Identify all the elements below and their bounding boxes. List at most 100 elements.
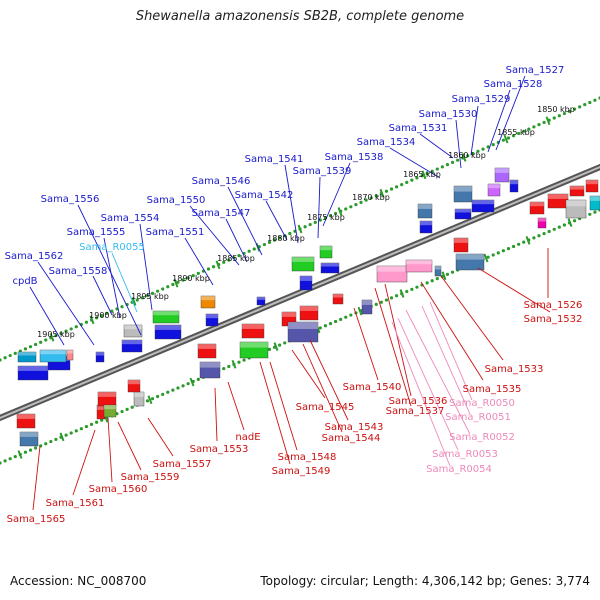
tick-dot (374, 194, 378, 198)
leader-line (322, 162, 351, 227)
tick-dot (176, 280, 180, 284)
gene-feature (565, 199, 587, 219)
tick-dot (267, 240, 272, 244)
reverse-rna-label: Sama_R0052 (449, 432, 515, 443)
tick-dot (405, 289, 409, 294)
tick-dot (547, 229, 551, 234)
tick-dot (486, 255, 490, 259)
leader-line (32, 445, 41, 511)
tick-dot (74, 429, 78, 433)
major-tick (131, 297, 137, 306)
tick-dot (333, 211, 338, 216)
forward-gene-label: Sama_1542 (235, 190, 294, 201)
leader-line (284, 164, 299, 244)
tick-dot (344, 207, 348, 211)
tick-dot (23, 347, 28, 351)
leader-line (470, 105, 479, 156)
tick-dot (262, 242, 267, 247)
tick-dot (593, 210, 597, 214)
tick-dot (476, 149, 480, 153)
leader-line (291, 349, 326, 399)
tick-dot (8, 457, 12, 461)
tick-dot (379, 300, 383, 304)
tick-dot (471, 151, 475, 156)
gene-feature (453, 185, 473, 203)
tick-dot (552, 227, 556, 231)
reverse-gene-label: Sama_1544 (322, 433, 381, 444)
major-tick (89, 315, 95, 325)
tick-rows (0, 96, 600, 465)
tick-dot (517, 242, 521, 246)
tick-dot (532, 236, 536, 240)
tick-dot (181, 384, 185, 388)
major-tick (441, 271, 447, 281)
gene-feature (239, 341, 269, 359)
tick-dot (69, 327, 73, 331)
tick-dot (247, 249, 251, 253)
gene-feature (454, 208, 472, 220)
major-tick (503, 134, 509, 144)
leader-line (92, 275, 113, 316)
tick-dot (318, 326, 322, 330)
leader-line (147, 417, 174, 457)
gene-feature (405, 259, 433, 273)
tick-dot (100, 418, 104, 422)
forward-gene-label: Sama_1554 (101, 213, 160, 224)
leader-line (139, 223, 153, 311)
forward-gene-label: Sama_1538 (325, 152, 384, 163)
tick-dot (562, 223, 567, 227)
leader-line (117, 421, 142, 471)
tick-dot (59, 331, 63, 335)
tick-dot (28, 345, 33, 349)
reverse-gene-label: Sama_1548 (278, 452, 337, 463)
major-tick (379, 188, 385, 198)
leader-line (37, 261, 95, 346)
tick-dot (288, 231, 292, 236)
tick-dot (145, 294, 150, 298)
gene-feature (487, 183, 501, 197)
gene-feature (127, 379, 141, 393)
gene-feature (453, 237, 469, 253)
gene-feature (299, 275, 313, 291)
leader-line (405, 309, 471, 435)
tick-dot (466, 154, 470, 158)
gene-feature (16, 413, 36, 429)
tick-dot (54, 333, 58, 338)
tick-dot (120, 409, 124, 414)
major-tick (357, 306, 363, 316)
gene-feature (332, 293, 344, 305)
tick-dot (359, 200, 363, 204)
forward-gene-label: Sama_1547 (192, 208, 251, 219)
leader-line (72, 429, 96, 496)
gene-feature (585, 179, 599, 193)
major-tick (231, 359, 237, 369)
tick-dot (278, 343, 282, 347)
tick-dot (328, 322, 333, 326)
major-tick (17, 450, 23, 459)
forward-gene-label: Sama_1541 (245, 154, 304, 165)
tick-dot (537, 234, 541, 238)
forward-gene-label: Sama_1539 (293, 166, 352, 177)
tick-dot (252, 247, 256, 251)
tick-dot (186, 382, 190, 386)
forward-gene-label: Sama_1555 (67, 227, 126, 238)
tick-dot (125, 407, 129, 411)
tick-dot (232, 256, 236, 260)
gene-feature (434, 265, 442, 277)
tick-dot (181, 278, 185, 282)
major-tick (421, 170, 427, 180)
tick-dot (527, 127, 531, 131)
gene-feature (287, 321, 319, 343)
leader-line (440, 275, 504, 361)
tick-dot (303, 225, 307, 229)
tick-dot (79, 427, 83, 431)
tick-dot (44, 442, 48, 446)
tick-dot (491, 143, 495, 147)
label-leaders (29, 75, 551, 511)
leader-line (189, 205, 240, 266)
forward-gene-label: Sama_1530 (419, 109, 478, 120)
tick-dot (522, 240, 526, 244)
tick-dot (491, 253, 495, 257)
gene-feature (320, 262, 340, 274)
